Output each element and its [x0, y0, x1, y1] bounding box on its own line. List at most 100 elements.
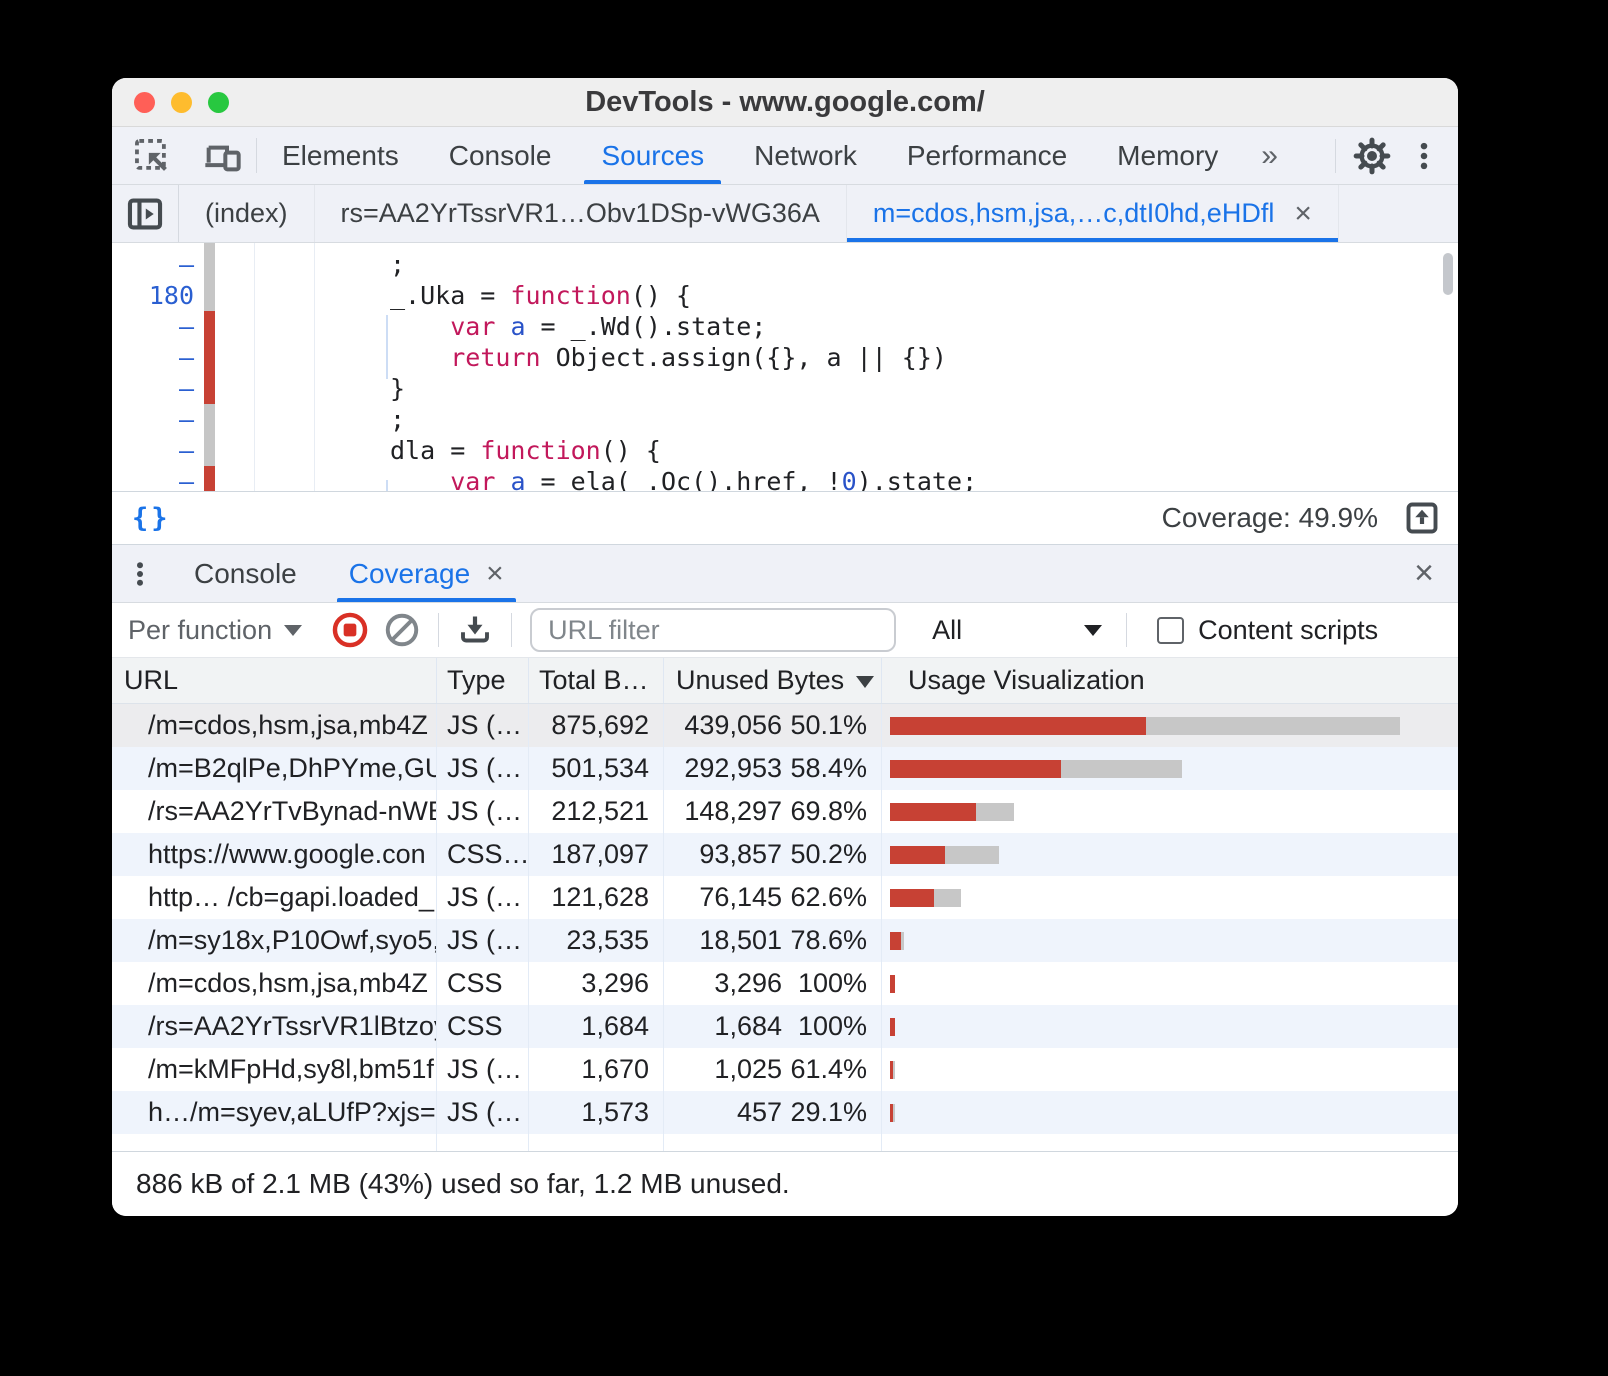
code-token: ; [390, 405, 406, 434]
editor-scrollbar[interactable] [1443, 253, 1453, 295]
line-number[interactable]: – [178, 250, 194, 279]
usage-bar [890, 716, 1400, 735]
table-row[interactable]: /m=cdos,hsm,jsa,mb4Z JS (… 875,692 439,056 5… [112, 704, 1458, 747]
drawer-tabs: Console Coverage × [168, 545, 530, 602]
panel-tabs: Elements Console Sources Network Performance… [257, 127, 1243, 184]
titlebar: DevTools - www.google.com/ [112, 78, 1458, 127]
coverage-line-marker [204, 311, 215, 342]
file-tab-1[interactable]: rs=AA2YrTssrVR1…Obv1DSp-vWG36A [315, 185, 847, 242]
file-tab-2[interactable]: m=cdos,hsm,jsa,…c,dtI0hd,eHDfl × [846, 185, 1339, 242]
column-header-type[interactable]: Type [437, 658, 529, 703]
table-row[interactable]: /m=sy18x,P10Owf,syo5, JS (… 23,535 18,501 78… [112, 919, 1458, 962]
table-row[interactable]: /m=cdos,hsm,jsa,mb4Z CSS 3,296 3,296 100% [112, 962, 1458, 1005]
code-token: dla = [390, 436, 481, 465]
drawer-tab-coverage[interactable]: Coverage × [323, 545, 530, 602]
indent-guide [386, 480, 388, 491]
close-drawer-tab-icon[interactable]: × [486, 556, 504, 590]
table-row[interactable]: h…/m=syev,aLUfP?xjs=s JS (… 1,573 457 29.1% [112, 1091, 1458, 1134]
tab-sources[interactable]: Sources [576, 127, 729, 184]
table-row[interactable]: /m=B2qlPe,DhPYme,GU JS (… 501,534 292,953 58… [112, 747, 1458, 790]
tab-network[interactable]: Network [754, 139, 857, 171]
window-title: DevTools - www.google.com/ [585, 85, 985, 118]
table-row[interactable]: /rs=AA2YrTssrVR1lBtzoy CSS 1,684 1,684 100% [112, 1005, 1458, 1048]
usage-cell [882, 747, 1458, 790]
code-area[interactable]: ; _.Uka = function() { var a = _.Wd().sta… [315, 243, 1458, 491]
line-number[interactable]: – [178, 405, 194, 434]
url-filter-input[interactable] [530, 608, 897, 652]
code-token: = _.Wd().state; [525, 312, 767, 341]
close-file-tab-icon[interactable]: × [1294, 196, 1312, 230]
coverage-line-marker [204, 435, 215, 466]
unused-bar-segment [890, 759, 1061, 778]
type-filter-dropdown[interactable]: All [910, 615, 1116, 646]
code-token [390, 312, 450, 341]
coverage-line-marker [204, 280, 215, 311]
more-panels-chevron-icon[interactable]: » [1261, 138, 1278, 172]
unused-bytes-cell: 148,297 [684, 796, 782, 826]
settings-gear-icon[interactable] [1348, 132, 1396, 180]
toolbar-divider [511, 613, 513, 647]
line-number[interactable]: 180 [148, 281, 194, 310]
column-header-unused-bytes[interactable]: Unused Bytes [664, 658, 882, 703]
close-window-button[interactable] [134, 92, 155, 113]
show-details-icon[interactable] [1404, 500, 1440, 536]
unused-bytes-cell: 1,025 [714, 1054, 782, 1084]
traffic-lights [134, 92, 229, 113]
table-row[interactable]: /rs=AA2YrTvBynad-nWE JS (… 212,521 148,297 6… [112, 790, 1458, 833]
content-scripts-label: Content scripts [1198, 614, 1379, 645]
content-scripts-checkbox[interactable] [1157, 616, 1185, 644]
tab-console[interactable]: Console [448, 139, 552, 171]
line-number[interactable]: – [178, 467, 194, 491]
usage-bar [890, 1017, 895, 1036]
breakpoint-gutter[interactable] [215, 243, 255, 491]
table-row[interactable]: /m=kMFpHd,sy8l,bm51f JS (… 1,670 1,025 61.4% [112, 1048, 1458, 1091]
kebab-menu-icon[interactable] [1400, 132, 1448, 180]
coverage-mode-dropdown[interactable]: Per function [128, 615, 324, 646]
export-coverage-icon[interactable] [449, 606, 501, 654]
toolbar-divider [1335, 138, 1336, 173]
unused-percent-cell: 78.6% [784, 919, 882, 962]
minimize-window-button[interactable] [171, 92, 192, 113]
code-token: a [510, 312, 526, 341]
drawer-tab-console[interactable]: Console [168, 545, 323, 602]
usage-bar [890, 974, 895, 993]
unused-bytes-cell: 457 [736, 1097, 782, 1127]
code-token: a [510, 467, 526, 491]
pretty-print-icon[interactable]: {} [132, 502, 171, 534]
tab-elements[interactable]: Elements [282, 139, 399, 171]
line-number[interactable]: – [178, 312, 194, 341]
usage-bar [890, 845, 999, 864]
toggle-device-toolbar-icon[interactable] [198, 132, 246, 180]
table-row[interactable]: https://www.google.con CSS… 187,097 93,857 5… [112, 833, 1458, 876]
used-bar-segment [1060, 759, 1183, 778]
line-number[interactable]: – [178, 374, 194, 403]
clear-coverage-button[interactable] [376, 606, 428, 654]
tab-memory[interactable]: Memory [1117, 139, 1219, 171]
line-number[interactable]: – [178, 343, 194, 372]
line-number[interactable]: – [178, 436, 194, 465]
tab-performance[interactable]: Performance [906, 139, 1068, 171]
source-editor[interactable]: –180– – – – – – ; _.Uka = function() { var a =… [112, 243, 1458, 491]
table-empty-strip [112, 1134, 1458, 1151]
stop-recording-button[interactable] [324, 606, 376, 654]
table-row[interactable]: http… /cb=gapi.loaded_ JS (… 121,628 76,145… [112, 876, 1458, 919]
usage-bar [890, 888, 961, 907]
usage-bar [890, 1103, 895, 1122]
inspect-element-icon[interactable] [128, 132, 176, 180]
column-header-url[interactable]: URL [112, 658, 437, 703]
file-tab-label: (index) [205, 198, 288, 228]
drawer-kebab-menu-icon[interactable] [112, 545, 168, 602]
file-tab-0[interactable]: (index) [179, 185, 315, 242]
unused-bytes-cell: 439,056 [684, 710, 782, 740]
unused-bar-segment [890, 888, 935, 907]
type-cell: JS (… [437, 790, 529, 833]
zoom-window-button[interactable] [208, 92, 229, 113]
type-cell: CSS [437, 962, 529, 1005]
column-header-total-bytes[interactable]: Total B… [529, 658, 664, 703]
close-drawer-icon[interactable]: × [1414, 554, 1434, 592]
used-bar-segment [900, 931, 904, 950]
code-line: return Object.assign({}, a || {}) [390, 342, 1458, 373]
unused-bytes-cell: 3,296 [714, 968, 782, 998]
toggle-navigator-icon[interactable] [112, 185, 179, 242]
file-tab-label: rs=AA2YrTssrVR1…Obv1DSp-vWG36A [340, 198, 820, 228]
